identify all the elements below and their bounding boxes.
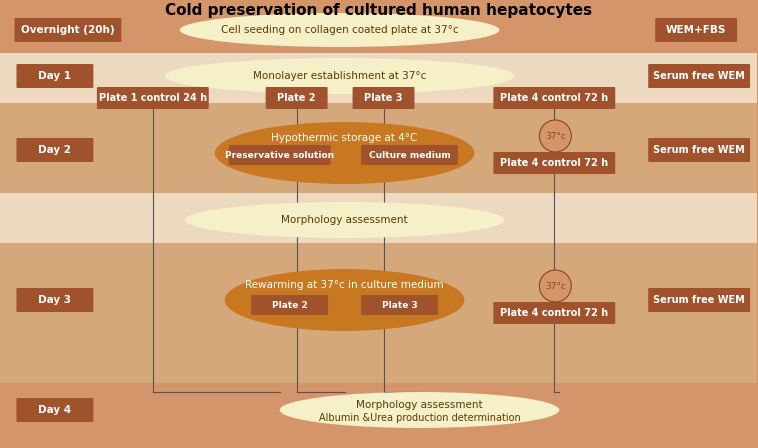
Ellipse shape [180,13,500,47]
Text: Plate 3: Plate 3 [381,301,418,310]
FancyBboxPatch shape [648,64,750,88]
FancyBboxPatch shape [648,288,750,312]
Text: Culture medium: Culture medium [368,151,450,159]
Ellipse shape [224,269,465,331]
FancyBboxPatch shape [361,295,438,315]
FancyBboxPatch shape [648,138,750,162]
Text: Day 3: Day 3 [39,295,71,305]
Ellipse shape [280,392,559,428]
Text: Plate 1 control 24 h: Plate 1 control 24 h [99,93,207,103]
Text: Preservative solution: Preservative solution [225,151,334,159]
Text: Serum free WEM: Serum free WEM [653,295,745,305]
Text: Day 4: Day 4 [39,405,71,415]
FancyBboxPatch shape [265,87,327,109]
Text: 37°c: 37°c [545,132,565,141]
Bar [0,193,757,243]
Text: Plate 4 control 72 h: Plate 4 control 72 h [500,158,609,168]
Text: Cell seeding on collagen coated plate at 37°c: Cell seeding on collagen coated plate at… [221,25,459,35]
FancyBboxPatch shape [17,288,93,312]
Text: Day 2: Day 2 [39,145,71,155]
FancyBboxPatch shape [17,64,93,88]
FancyBboxPatch shape [655,18,737,42]
FancyBboxPatch shape [17,138,93,162]
Text: Monolayer establishment at 37°c: Monolayer establishment at 37°c [253,71,426,81]
FancyBboxPatch shape [251,295,328,315]
Bar [0,383,757,448]
FancyBboxPatch shape [97,87,208,109]
Text: Hypothermic storage at 4°C: Hypothermic storage at 4°C [271,133,418,143]
Text: Morphology assessment: Morphology assessment [281,215,408,225]
Bar [0,0,757,53]
Text: WEM+FBS: WEM+FBS [666,25,726,35]
Text: Plate 4 control 72 h: Plate 4 control 72 h [500,93,609,103]
FancyBboxPatch shape [493,152,615,174]
Text: Plate 3: Plate 3 [365,93,402,103]
Text: Morphology assessment: Morphology assessment [356,400,483,410]
Ellipse shape [215,122,475,184]
Bar [0,243,757,383]
FancyBboxPatch shape [493,87,615,109]
Text: Day 1: Day 1 [39,71,71,81]
FancyBboxPatch shape [229,145,330,165]
Circle shape [540,120,572,152]
Ellipse shape [164,58,515,94]
Text: Overnight (20h): Overnight (20h) [21,25,114,35]
FancyBboxPatch shape [493,302,615,324]
Bar [0,53,757,103]
Text: Cold preservation of cultured human hepatocytes: Cold preservation of cultured human hepa… [165,3,592,17]
Text: Plate 2: Plate 2 [272,301,308,310]
Text: Plate 4 control 72 h: Plate 4 control 72 h [500,308,609,318]
FancyBboxPatch shape [17,398,93,422]
Circle shape [540,270,572,302]
Ellipse shape [185,202,504,238]
Text: Serum free WEM: Serum free WEM [653,145,745,155]
FancyBboxPatch shape [352,87,415,109]
Text: Rewarming at 37°c in culture medium: Rewarming at 37°c in culture medium [246,280,444,290]
Text: Serum free WEM: Serum free WEM [653,71,745,81]
FancyBboxPatch shape [361,145,458,165]
Text: Albumin &Urea production determination: Albumin &Urea production determination [318,413,520,423]
Bar [0,103,757,193]
Text: Plate 2: Plate 2 [277,93,316,103]
FancyBboxPatch shape [14,18,121,42]
Text: 37°c: 37°c [545,281,565,290]
